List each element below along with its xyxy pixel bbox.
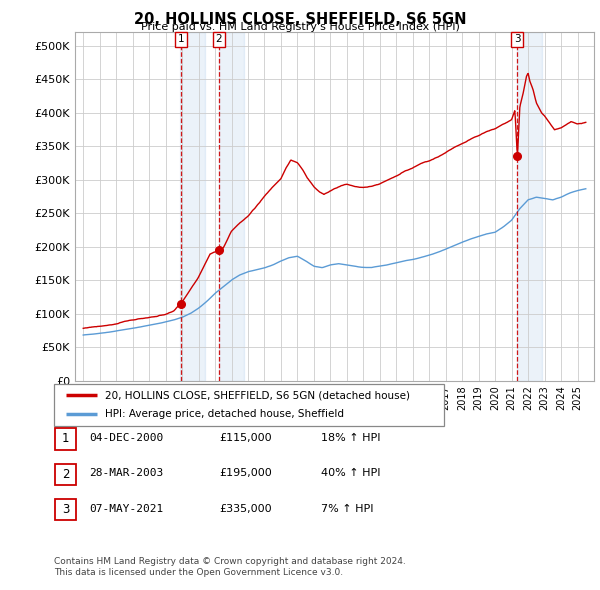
Bar	[218, 32, 244, 381]
Text: HPI: Average price, detached house, Sheffield: HPI: Average price, detached house, Shef…	[105, 409, 344, 419]
Text: 07-MAY-2021: 07-MAY-2021	[89, 504, 163, 513]
Text: 1: 1	[62, 432, 69, 445]
Text: 20, HOLLINS CLOSE, SHEFFIELD, S6 5GN: 20, HOLLINS CLOSE, SHEFFIELD, S6 5GN	[134, 12, 466, 27]
Text: 3: 3	[514, 34, 521, 44]
Text: Price paid vs. HM Land Registry's House Price Index (HPI): Price paid vs. HM Land Registry's House …	[140, 22, 460, 32]
Text: 1: 1	[178, 34, 184, 44]
Text: 04-DEC-2000: 04-DEC-2000	[89, 433, 163, 442]
Text: 2: 2	[62, 468, 69, 481]
Text: 7% ↑ HPI: 7% ↑ HPI	[321, 504, 373, 513]
Text: This data is licensed under the Open Government Licence v3.0.: This data is licensed under the Open Gov…	[54, 568, 343, 577]
Text: 18% ↑ HPI: 18% ↑ HPI	[321, 433, 380, 442]
Bar	[517, 32, 542, 381]
Text: £335,000: £335,000	[219, 504, 272, 513]
Text: 3: 3	[62, 503, 69, 516]
Text: £115,000: £115,000	[219, 433, 272, 442]
Text: 2: 2	[215, 34, 223, 44]
Text: 40% ↑ HPI: 40% ↑ HPI	[321, 468, 380, 478]
Text: 28-MAR-2003: 28-MAR-2003	[89, 468, 163, 478]
Text: 20, HOLLINS CLOSE, SHEFFIELD, S6 5GN (detached house): 20, HOLLINS CLOSE, SHEFFIELD, S6 5GN (de…	[105, 391, 410, 401]
Text: Contains HM Land Registry data © Crown copyright and database right 2024.: Contains HM Land Registry data © Crown c…	[54, 557, 406, 566]
Text: £195,000: £195,000	[219, 468, 272, 478]
Bar	[181, 32, 205, 381]
